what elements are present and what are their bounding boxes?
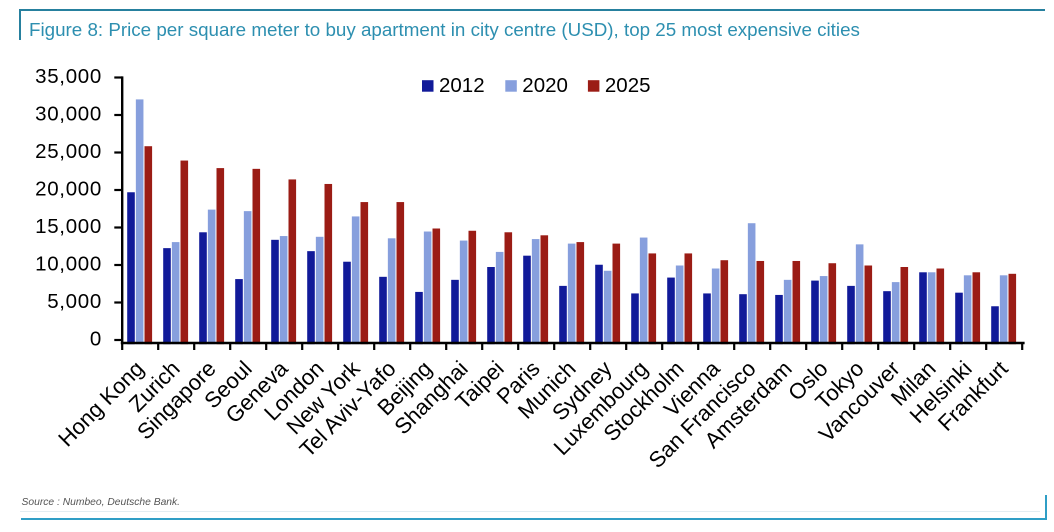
svg-text:20,000: 20,000 [35,178,102,201]
svg-text:0: 0 [90,328,102,351]
svg-text:2025: 2025 [605,74,651,97]
svg-text:5,000: 5,000 [47,290,102,313]
svg-text:30,000: 30,000 [35,103,102,126]
svg-text:15,000: 15,000 [35,215,102,238]
svg-text:35,000: 35,000 [35,65,102,88]
svg-text:25,000: 25,000 [35,140,102,163]
svg-text:2020: 2020 [522,74,568,97]
svg-text:2012: 2012 [439,74,485,97]
svg-text:10,000: 10,000 [35,253,102,276]
